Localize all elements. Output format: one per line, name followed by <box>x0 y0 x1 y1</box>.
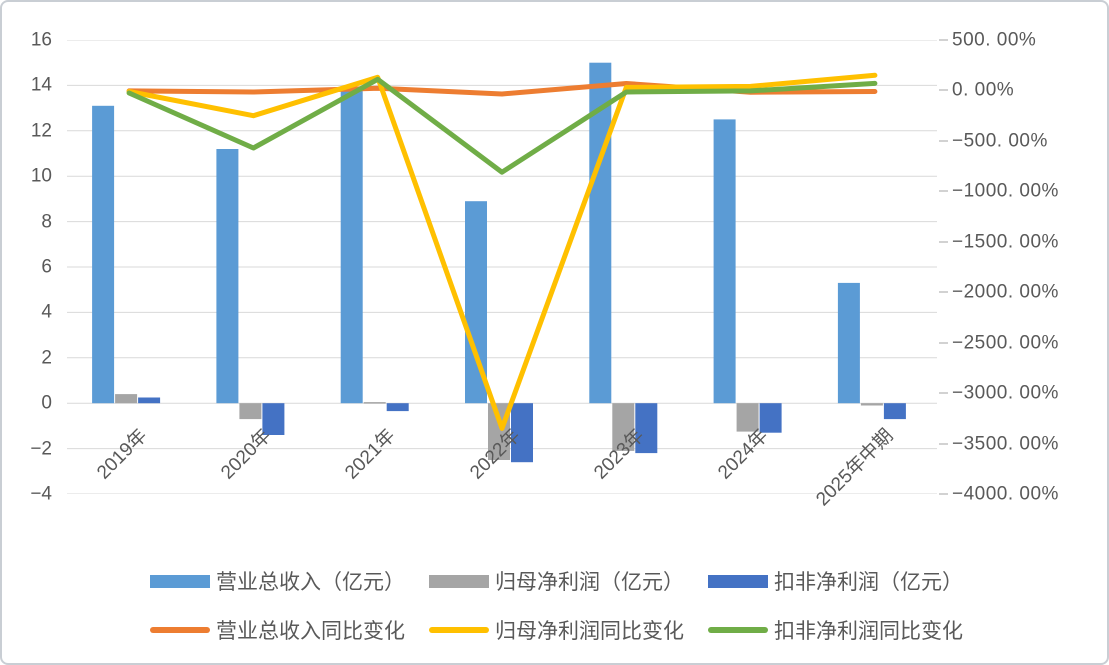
bar-1-0 <box>115 394 138 404</box>
y-axis-left-tick: 8 <box>41 211 52 233</box>
y-axis-left-tick: 14 <box>30 74 52 96</box>
y-axis-right-tick: −2000. 00% <box>952 281 1059 303</box>
bar-0-5 <box>713 119 736 404</box>
y-axis-right-tick: −1000. 00% <box>952 180 1059 202</box>
legend-label-adj-net-profit: 扣非净利润（亿元） <box>774 571 963 594</box>
y-axis-right-tickmark <box>939 89 948 92</box>
legend-item-adj-net-profit: 扣非净利润（亿元） <box>708 566 963 596</box>
y-axis-right-tickmark <box>939 39 948 41</box>
y-axis-left-tick: 12 <box>30 120 52 142</box>
bar-2-4 <box>635 403 658 454</box>
legend-row-lines: 营业总收入同比变化 归母净利润同比变化 扣非净利润同比变化 <box>2 615 1107 645</box>
bar-0-0 <box>92 105 115 404</box>
y-axis-right-tick: −1500. 00% <box>952 231 1059 253</box>
y-axis-left-tick: 2 <box>41 347 52 369</box>
legend-label-net-profit: 归母净利润（亿元） <box>495 571 684 594</box>
y-axis-right-tick: −2500. 00% <box>952 332 1059 354</box>
legend-item-net-profit-yoy: 归母净利润同比变化 <box>429 615 684 645</box>
y-axis-left-tick: 10 <box>30 165 52 187</box>
y-axis-left-tick: 16 <box>30 29 52 51</box>
bar-1-1 <box>239 403 262 420</box>
bar-2-6 <box>883 403 906 420</box>
y-axis-right-tickmark <box>939 442 948 445</box>
adj-net-profit-yoy-line-swatch <box>708 627 768 633</box>
y-axis-right-tick: −4000. 00% <box>952 483 1059 505</box>
plot-svg <box>67 40 937 494</box>
y-axis-right-tickmark <box>939 240 948 243</box>
legend-item-revenue-yoy: 营业总收入同比变化 <box>150 615 405 645</box>
legend-item-revenue: 营业总收入（亿元） <box>150 566 405 596</box>
y-axis-right-tickmark <box>939 341 948 344</box>
legend-item-net-profit: 归母净利润（亿元） <box>429 566 684 596</box>
bar-0-3 <box>465 201 487 404</box>
y-axis-left-tick: 0 <box>41 392 52 414</box>
y-axis-left-tick: −2 <box>30 438 52 460</box>
legend-label-net-profit-yoy: 归母净利润同比变化 <box>495 620 684 643</box>
bar-1-4 <box>612 403 635 451</box>
y-axis-right-tickmark <box>939 392 948 395</box>
legend-label-revenue-yoy: 营业总收入同比变化 <box>216 620 405 643</box>
legend-label-adj-net-profit-yoy: 扣非净利润同比变化 <box>774 620 963 643</box>
bar-2-2 <box>386 403 409 412</box>
y-axis-left-tick: 6 <box>41 256 52 278</box>
bar-2-1 <box>262 403 285 435</box>
bar-1-6 <box>860 403 883 406</box>
revenue-yoy-line-swatch <box>150 627 210 633</box>
y-axis-right-tickmark <box>939 139 948 142</box>
legend-row-bars: 营业总收入（亿元） 归母净利润（亿元） 扣非净利润（亿元） <box>2 566 1107 596</box>
y-axis-left-tick: 4 <box>41 301 52 323</box>
y-axis-right-tick: 0. 00% <box>952 79 1015 101</box>
bar-2-0 <box>138 397 161 404</box>
bar-1-5 <box>736 403 759 432</box>
y-axis-right-tickmark <box>939 190 948 193</box>
revenue-bar-swatch <box>150 574 210 588</box>
bar-0-6 <box>837 282 860 404</box>
bar-2-3 <box>511 403 533 463</box>
bar-1-2 <box>363 402 386 404</box>
y-axis-right-tickmark <box>939 291 948 294</box>
net-profit-yoy-line-swatch <box>429 627 489 633</box>
bar-0-1 <box>216 149 239 404</box>
y-axis-right-tick: −3500. 00% <box>952 433 1059 455</box>
line-2 <box>126 76 878 175</box>
y-axis-right-tickmark <box>939 493 948 495</box>
legend-label-revenue: 营业总收入（亿元） <box>216 571 405 594</box>
net-profit-bar-swatch <box>429 574 489 588</box>
adj-net-profit-bar-swatch <box>708 574 768 588</box>
y-axis-right-tick: 500. 00% <box>952 29 1037 51</box>
legend-item-adj-net-profit-yoy: 扣非净利润同比变化 <box>708 615 963 645</box>
y-axis-right-tick: −3000. 00% <box>952 382 1059 404</box>
line-1 <box>126 72 878 431</box>
y-axis-left-tick: −4 <box>30 483 52 505</box>
bar-2-5 <box>759 403 782 433</box>
y-axis-right-tick: −500. 00% <box>952 130 1048 152</box>
bar-0-2 <box>340 89 363 404</box>
